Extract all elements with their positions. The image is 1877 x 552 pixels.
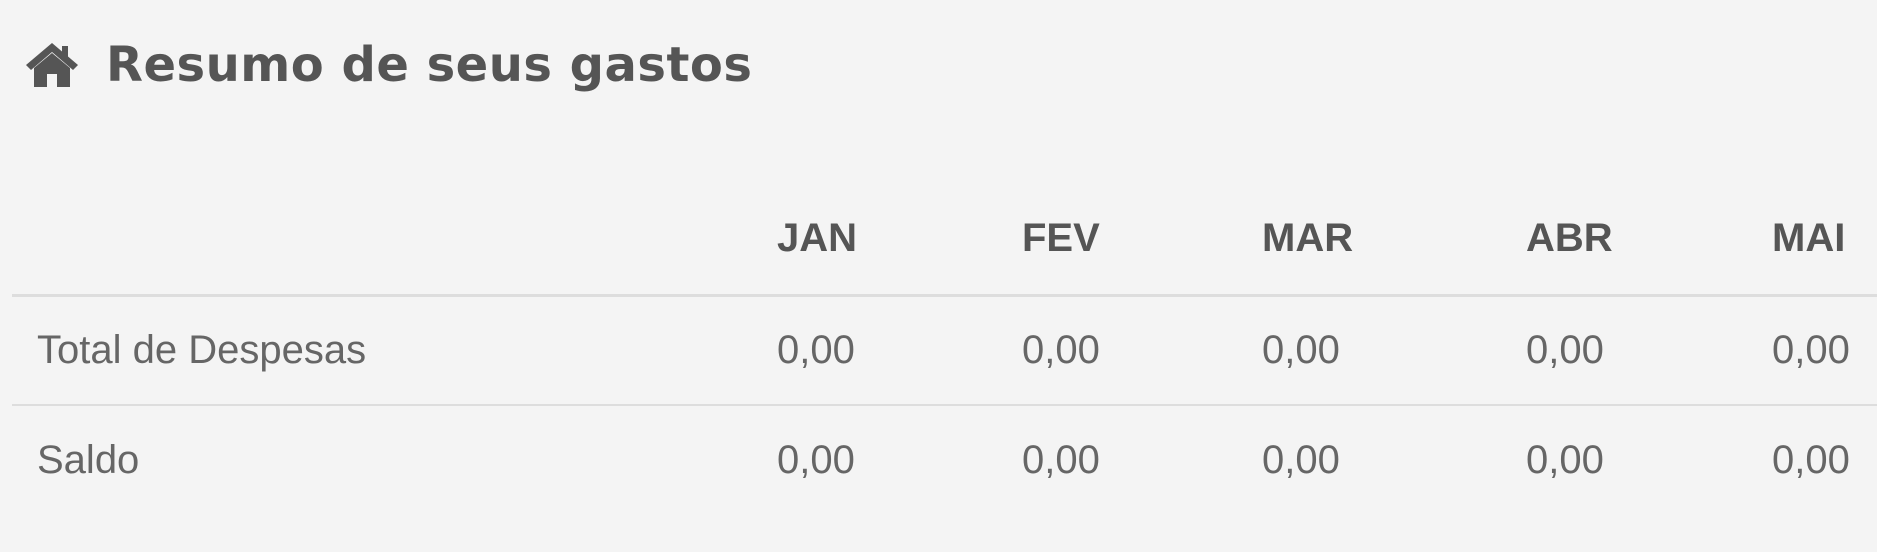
cell-jan: 0,00 xyxy=(777,327,855,372)
column-header-jan: JAN xyxy=(777,216,858,260)
column-header-mai: MAI xyxy=(1772,216,1846,260)
cell-abr: 0,00 xyxy=(1526,327,1604,372)
cell-jan: 0,00 xyxy=(777,438,855,482)
column-header-abr: ABR xyxy=(1526,216,1613,260)
cell-mai: 0,00 xyxy=(1772,327,1850,372)
table-header-row: JAN FEV MAR ABR MAI xyxy=(12,180,1877,295)
table-row-total-despesas: Total de Despesas 0,00 0,00 0,00 0,00 0,… xyxy=(12,295,1877,405)
cell-fev: 0,00 xyxy=(1022,438,1100,482)
home-icon xyxy=(24,41,80,89)
cell-fev: 0,00 xyxy=(1022,327,1100,372)
page-header: Resumo de seus gastos xyxy=(24,30,752,100)
cell-mai: 0,00 xyxy=(1772,438,1850,482)
table-row-saldo: Saldo 0,00 0,00 0,00 0,00 0,00 xyxy=(12,405,1877,515)
row-label: Saldo xyxy=(37,438,140,482)
cell-mar: 0,00 xyxy=(1262,327,1340,372)
column-header-label xyxy=(12,180,777,295)
cell-mar: 0,00 xyxy=(1262,438,1340,482)
page-title: Resumo de seus gastos xyxy=(106,37,753,93)
expense-summary-table: JAN FEV MAR ABR MAI Total de Despesas 0,… xyxy=(12,180,1877,515)
row-label: Total de Despesas xyxy=(37,327,367,372)
cell-abr: 0,00 xyxy=(1526,438,1604,482)
column-header-mar: MAR xyxy=(1262,216,1354,260)
column-header-fev: FEV xyxy=(1022,216,1100,260)
